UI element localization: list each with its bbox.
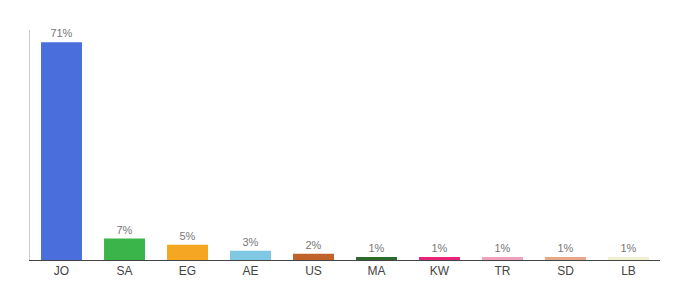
svg-text:SA: SA: [116, 264, 132, 278]
svg-text:2%: 2%: [305, 239, 321, 251]
svg-text:KW: KW: [430, 264, 450, 278]
svg-text:EG: EG: [179, 264, 196, 278]
svg-text:1%: 1%: [431, 242, 447, 254]
svg-text:1%: 1%: [557, 242, 573, 254]
svg-text:1%: 1%: [494, 242, 510, 254]
svg-text:7%: 7%: [116, 224, 132, 236]
svg-text:5%: 5%: [179, 230, 195, 242]
svg-text:71%: 71%: [50, 27, 72, 39]
svg-text:TR: TR: [495, 264, 511, 278]
svg-text:3%: 3%: [242, 236, 258, 248]
svg-text:LB: LB: [621, 264, 636, 278]
svg-text:1%: 1%: [620, 242, 636, 254]
svg-text:MA: MA: [368, 264, 386, 278]
svg-text:SD: SD: [557, 264, 574, 278]
svg-text:US: US: [305, 264, 322, 278]
svg-text:AE: AE: [242, 264, 258, 278]
svg-text:1%: 1%: [368, 242, 384, 254]
svg-text:JO: JO: [54, 264, 69, 278]
